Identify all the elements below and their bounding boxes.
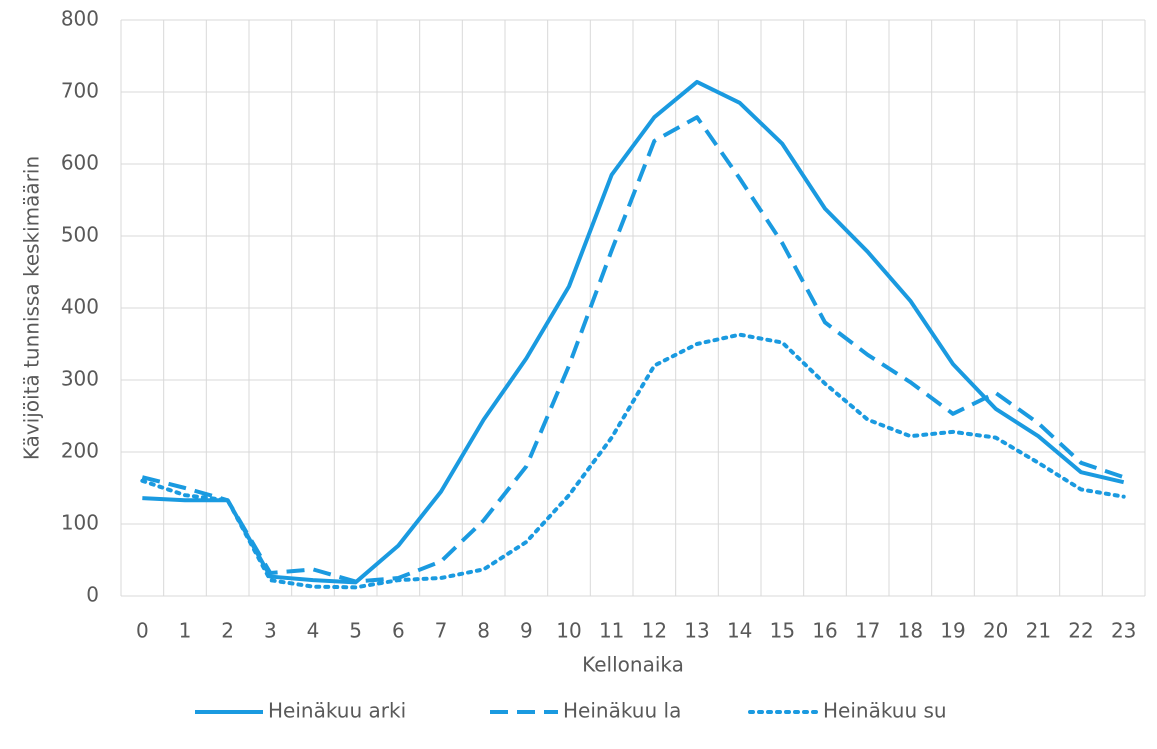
y-tick-label: 400 xyxy=(61,295,99,319)
x-tick-label: 15 xyxy=(770,619,795,643)
x-tick-label: 5 xyxy=(349,619,362,643)
legend-label: Heinäkuu su xyxy=(823,699,947,723)
x-tick-label: 17 xyxy=(855,619,880,643)
x-tick-label: 0 xyxy=(136,619,149,643)
x-tick-label: 13 xyxy=(684,619,709,643)
y-tick-label: 100 xyxy=(61,511,99,535)
x-tick-label: 20 xyxy=(983,619,1008,643)
line-series xyxy=(140,332,1126,590)
y-tick-label: 800 xyxy=(61,7,99,31)
x-tick-label: 6 xyxy=(392,619,405,643)
x-tick-label: 14 xyxy=(727,619,752,643)
x-tick-label: 23 xyxy=(1111,619,1136,643)
y-tick-label: 600 xyxy=(61,151,99,175)
x-tick-label: 11 xyxy=(599,619,624,643)
legend-label: Heinäkuu arki xyxy=(268,699,406,723)
x-tick-label: 16 xyxy=(812,619,837,643)
x-tick-label: 21 xyxy=(1026,619,1051,643)
x-tick-label: 10 xyxy=(556,619,581,643)
y-tick-label: 0 xyxy=(86,583,99,607)
x-tick-label: 19 xyxy=(940,619,965,643)
line-series xyxy=(141,115,1125,584)
y-tick-label: 300 xyxy=(61,367,99,391)
x-tick-label: 3 xyxy=(264,619,277,643)
x-tick-label: 12 xyxy=(642,619,667,643)
y-tick-label: 500 xyxy=(61,223,99,247)
y-tick-label: 700 xyxy=(61,79,99,103)
x-tick-label: 8 xyxy=(477,619,490,643)
x-tick-label: 4 xyxy=(307,619,320,643)
x-tick-label: 7 xyxy=(435,619,448,643)
x-tick-label: 18 xyxy=(898,619,923,643)
x-tick-label: 1 xyxy=(179,619,192,643)
y-axis-title: Kävijöitä tunnissa keskimäärin xyxy=(20,156,44,460)
x-tick-label: 9 xyxy=(520,619,533,643)
x-axis-title: Kellonaika xyxy=(582,653,684,677)
legend-label: Heinäkuu la xyxy=(563,699,681,723)
x-tick-label: 2 xyxy=(221,619,234,643)
y-tick-label: 200 xyxy=(61,439,99,463)
line-series xyxy=(142,79,1125,585)
x-tick-label: 22 xyxy=(1068,619,1093,643)
